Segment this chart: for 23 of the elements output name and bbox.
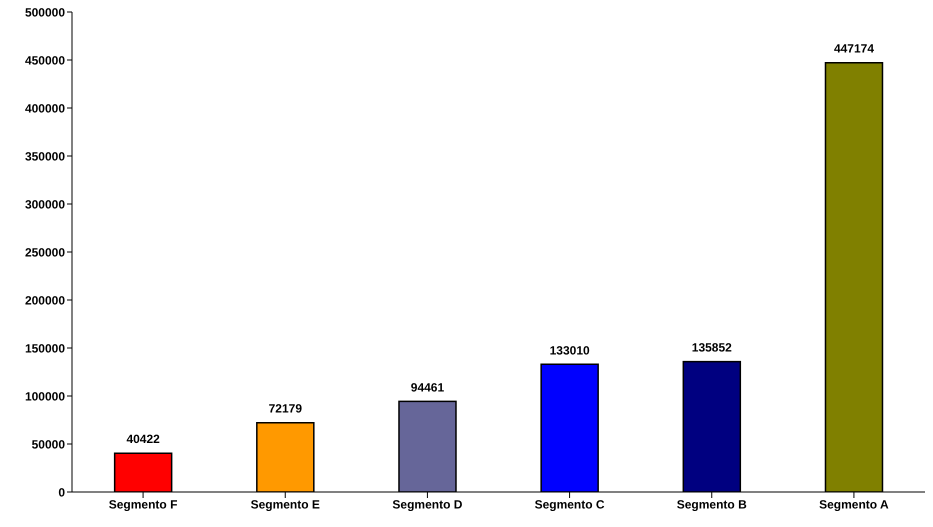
y-tick-label: 350000	[24, 149, 66, 164]
y-tick-label: 100000	[24, 389, 66, 404]
x-tick-label: Segmento E	[250, 498, 320, 512]
data-label: 135852	[692, 340, 732, 355]
y-tick-label: 0	[58, 485, 66, 500]
y-tick-label: 200000	[24, 293, 66, 308]
data-label: 94461	[410, 380, 444, 394]
y-tick-label: 300000	[24, 197, 66, 212]
data-label: 40422	[126, 432, 160, 446]
y-tick-label: 500000	[24, 5, 66, 20]
data-label: 72179	[268, 402, 302, 416]
y-tick-label: 400000	[24, 101, 66, 116]
x-tick-label: Segmento C	[534, 498, 605, 512]
data-label: 447174	[834, 42, 874, 56]
x-tick-label: Segmento A	[819, 498, 890, 512]
y-tick-label: 50000	[32, 437, 66, 452]
x-tick-label: Segmento D	[392, 498, 463, 512]
y-tick-label: 450000	[24, 53, 66, 68]
data-label: 133010	[550, 343, 590, 358]
y-tick-label: 150000	[24, 341, 66, 356]
x-tick-label: Segmento F	[108, 498, 178, 512]
y-tick-label: 250000	[24, 245, 66, 260]
x-tick-label: Segmento B	[676, 498, 748, 512]
